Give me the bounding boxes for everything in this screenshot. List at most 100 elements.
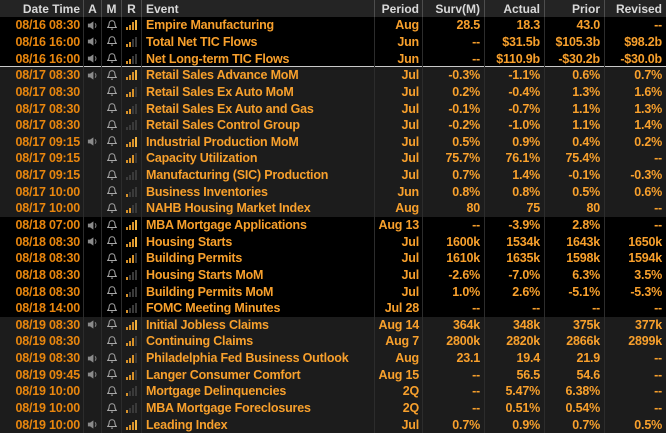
speaker-icon[interactable] xyxy=(87,354,98,363)
event-row[interactable]: 08/19 10:00 MBA Mortgage Foreclosures 2Q --… xyxy=(0,399,666,417)
relevance-bars-icon[interactable] xyxy=(126,336,137,347)
bell-icon[interactable] xyxy=(106,86,117,97)
relevance-bars-icon[interactable] xyxy=(126,286,137,297)
column-header-event[interactable]: Event xyxy=(142,0,375,17)
bell-icon[interactable] xyxy=(106,186,117,197)
relevance-bars-icon[interactable] xyxy=(126,419,137,430)
bell-icon[interactable] xyxy=(106,419,117,430)
event-row[interactable]: 08/17 08:30 Retail Sales Advance MoM Jul -0… xyxy=(0,66,666,84)
relevance-bars-icon[interactable] xyxy=(126,269,137,280)
relevance-bars-icon[interactable] xyxy=(126,319,137,330)
event-row[interactable]: 08/19 08:30 Initial Jobless Claims Aug 14 3… xyxy=(0,316,666,334)
bell-icon[interactable] xyxy=(106,236,117,247)
event-row[interactable]: 08/17 08:30 Retail Sales Control Group Jul… xyxy=(0,116,666,134)
bell-icon[interactable] xyxy=(106,136,117,147)
relevance-bars-icon[interactable] xyxy=(126,120,137,131)
bell-icon[interactable] xyxy=(106,169,117,181)
bell-icon[interactable] xyxy=(106,269,117,280)
bell-icon[interactable] xyxy=(106,219,117,231)
speaker-icon[interactable] xyxy=(87,370,98,379)
event-row[interactable]: 08/17 10:00 NAHB Housing Market Index Aug 8… xyxy=(0,200,666,217)
bell-icon[interactable] xyxy=(106,386,117,397)
bell-icon[interactable] xyxy=(106,286,117,297)
bell-icon[interactable] xyxy=(106,203,117,214)
event-row[interactable]: 08/18 08:30 Building Permits Jul 1610k 1635k… xyxy=(0,249,666,267)
event-row[interactable]: 08/19 10:00 Leading Index Jul 0.7% 0.9% 0.7% 0… xyxy=(0,416,666,433)
event-row[interactable]: 08/19 09:45 Langer Consumer Comfort Aug 15… xyxy=(0,366,666,384)
relevance-bars-icon[interactable] xyxy=(126,386,137,397)
speaker-icon[interactable] xyxy=(87,21,98,30)
speaker-icon[interactable] xyxy=(87,137,98,146)
event-row[interactable]: 08/17 08:30 Retail Sales Ex Auto and Gas J… xyxy=(0,100,666,117)
column-header-actual[interactable]: Actual xyxy=(485,0,545,17)
event-row[interactable]: 08/17 09:15 Capacity Utilization Jul 75.7% 7… xyxy=(0,150,666,167)
event-row[interactable]: 08/17 09:15 Industrial Production MoM Jul 0… xyxy=(0,133,666,151)
speaker-icon[interactable] xyxy=(87,37,98,47)
event-row[interactable]: 08/18 07:00 MBA Mortgage Applications Aug … xyxy=(0,216,666,234)
bell-icon[interactable] xyxy=(106,103,117,114)
bell-icon[interactable] xyxy=(106,69,117,81)
bell-icon[interactable] xyxy=(106,53,117,64)
event-row[interactable]: 08/16 16:00 Net Long-term TIC Flows Jun -- $… xyxy=(0,50,666,67)
event-row[interactable]: 08/16 16:00 Total Net TIC Flows Jun -- $31.5… xyxy=(0,33,666,51)
column-header-period[interactable]: Period xyxy=(375,0,423,17)
event-row[interactable]: 08/19 08:30 Continuing Claims Aug 7 2800k 28… xyxy=(0,333,666,350)
relevance-bars-icon[interactable] xyxy=(126,353,137,364)
relevance-bars-icon[interactable] xyxy=(126,86,137,97)
relevance-bars-icon[interactable] xyxy=(126,20,137,31)
column-header-date-time[interactable]: Date Time xyxy=(0,0,84,17)
relevance-bars-icon[interactable] xyxy=(126,103,137,114)
bell-icon[interactable] xyxy=(106,302,117,314)
bell-icon[interactable] xyxy=(106,119,117,131)
relevance-bars-icon[interactable] xyxy=(126,203,137,214)
relevance-bars-icon[interactable] xyxy=(126,253,137,264)
bell-icon[interactable] xyxy=(106,153,117,164)
bell-icon[interactable] xyxy=(106,36,117,47)
relevance-bars-icon[interactable] xyxy=(126,70,137,81)
bell-icon[interactable] xyxy=(106,402,117,414)
relevance-bars-icon[interactable] xyxy=(126,170,137,181)
column-header-revised[interactable]: Revised xyxy=(615,1,662,16)
speaker-icon[interactable] xyxy=(87,220,98,230)
relevance-bars-icon[interactable] xyxy=(126,136,137,147)
bell-icon[interactable] xyxy=(106,319,117,330)
bell-icon[interactable] xyxy=(106,352,117,364)
speaker-icon[interactable] xyxy=(87,54,98,63)
event-row[interactable]: 08/19 10:00 Mortgage Delinquencies 2Q -- 5.4… xyxy=(0,383,666,400)
relevance-bars-icon[interactable] xyxy=(126,403,137,414)
column-header-monitor[interactable]: M xyxy=(102,0,122,17)
column-header-relevance[interactable]: R xyxy=(122,0,142,17)
event-revised: 1650k xyxy=(628,234,662,249)
column-header-prior[interactable]: Prior xyxy=(545,0,605,17)
relevance-bars-icon[interactable] xyxy=(126,186,137,197)
event-row[interactable]: 08/17 08:30 Retail Sales Ex Auto MoM Jul 0.… xyxy=(0,83,666,101)
column-header-survey[interactable]: Surv(M) xyxy=(423,0,485,17)
speaker-icon[interactable] xyxy=(87,320,98,329)
relevance-bars-icon[interactable] xyxy=(126,153,137,164)
relevance-bars-icon[interactable] xyxy=(126,220,137,230)
relevance-bars-icon[interactable] xyxy=(126,303,137,314)
speaker-icon[interactable] xyxy=(87,237,98,246)
monitor-cell xyxy=(102,150,122,167)
bell-icon[interactable] xyxy=(106,252,117,264)
relevance-bars-icon[interactable] xyxy=(126,369,137,380)
event-row[interactable]: 08/18 08:30 Building Permits MoM Jul 1.0% 2.… xyxy=(0,283,666,300)
bell-icon[interactable] xyxy=(106,369,117,380)
event-row[interactable]: 08/19 08:30 Philadelphia Fed Business Out… xyxy=(0,349,666,367)
event-row[interactable]: 08/16 08:30 Empire Manufacturing Aug 28.5 18… xyxy=(0,17,666,34)
alert-cell xyxy=(84,83,102,101)
relevance-bars-icon[interactable] xyxy=(126,236,137,247)
event-actual: -0.7% xyxy=(485,100,545,117)
relevance-bars-icon[interactable] xyxy=(126,36,137,47)
bell-icon[interactable] xyxy=(106,336,117,347)
event-row[interactable]: 08/17 10:00 Business Inventories Jun 0.8% 0.… xyxy=(0,183,666,201)
event-row[interactable]: 08/18 08:30 Housing Starts MoM Jul -2.6% -7.… xyxy=(0,266,666,284)
bell-icon[interactable] xyxy=(106,20,117,31)
relevance-bars-icon[interactable] xyxy=(126,53,137,64)
event-row[interactable]: 08/17 09:15 Manufacturing (SIC) Productio… xyxy=(0,166,666,184)
speaker-icon[interactable] xyxy=(87,71,98,80)
event-row[interactable]: 08/18 08:30 Housing Starts Jul 1600k 1534k 16… xyxy=(0,233,666,250)
column-header-alert[interactable]: A xyxy=(84,0,102,17)
event-row[interactable]: 08/18 14:00 FOMC Meeting Minutes Jul 28 -- -… xyxy=(0,299,666,317)
speaker-icon[interactable] xyxy=(87,420,98,429)
